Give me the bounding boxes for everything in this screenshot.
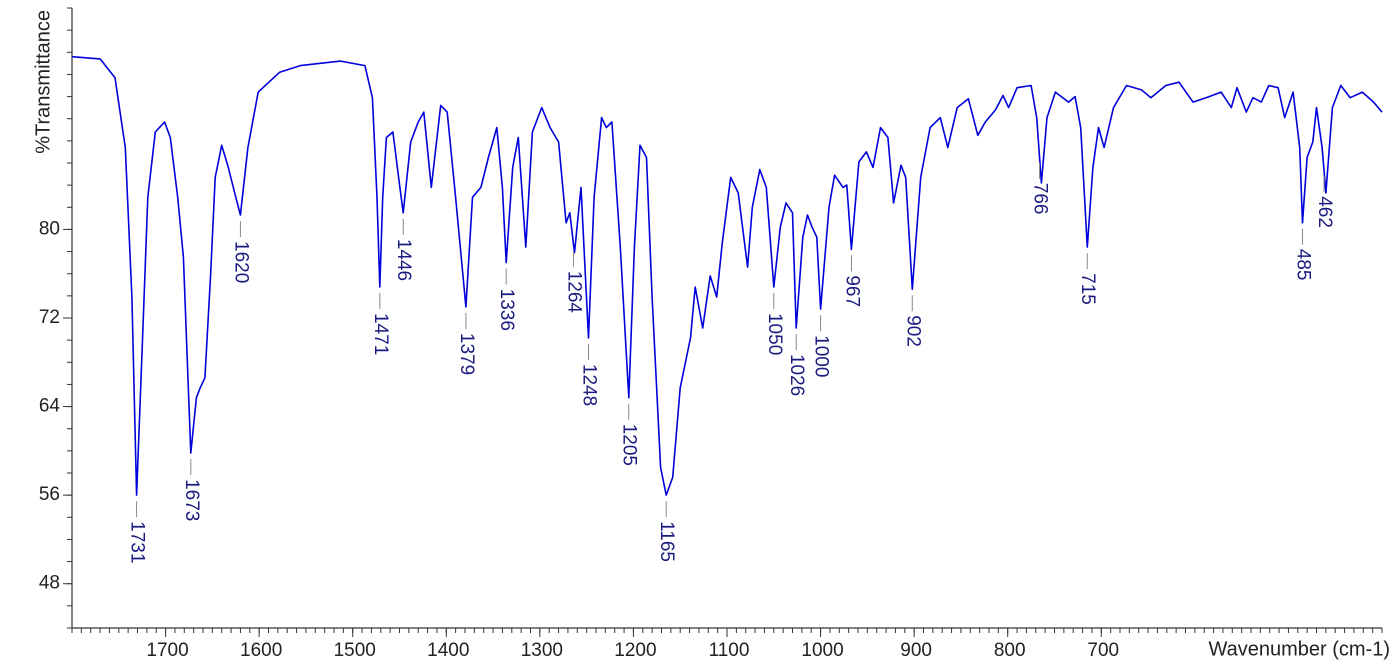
x-tick-label: 1400 — [427, 640, 469, 661]
peak-label: 462 — [1314, 196, 1335, 228]
y-tick-label: 80 — [39, 218, 60, 239]
x-tick-label: 1500 — [334, 640, 376, 661]
peak-label: 967 — [841, 275, 862, 307]
peak-label: 1050 — [764, 313, 785, 355]
peak-label: 766 — [1030, 183, 1051, 215]
peak-label: 1731 — [127, 521, 148, 563]
peak-label: 1379 — [456, 333, 477, 375]
x-tick-label: 1600 — [240, 640, 282, 661]
x-tick-label: 1300 — [521, 640, 563, 661]
x-tick-label: 1700 — [146, 640, 188, 661]
x-tick-label: 800 — [994, 640, 1026, 661]
x-axis-label: Wavenumber (cm-1) — [1208, 638, 1390, 660]
x-tick-label: 700 — [1087, 640, 1119, 661]
peak-label: 1248 — [578, 364, 599, 406]
y-tick-label: 56 — [39, 484, 60, 505]
peak-label: 1446 — [393, 239, 414, 281]
peak-label: 1264 — [564, 271, 585, 314]
x-tick-label: 1100 — [709, 640, 750, 661]
spectrum-line — [71, 55, 1383, 496]
peak-label: 1165 — [656, 521, 677, 562]
peak-label: 1620 — [230, 241, 251, 283]
y-tick-label: 72 — [39, 307, 60, 328]
peak-label: 1471 — [370, 313, 391, 355]
peak-label: 485 — [1292, 249, 1313, 281]
y-axis-label: %Transmittance — [32, 10, 54, 154]
x-tick-label: 1200 — [614, 640, 656, 661]
x-tick-label: 900 — [900, 640, 932, 661]
y-tick-label: 64 — [39, 396, 61, 417]
peak-label: 1336 — [496, 289, 517, 331]
peak-label: 902 — [902, 315, 923, 347]
peak-label: 1000 — [811, 335, 832, 377]
peak-label: 1673 — [181, 479, 202, 521]
peak-label: 1205 — [619, 424, 640, 466]
x-tick-label: 1000 — [801, 640, 843, 661]
peak-label: 715 — [1077, 273, 1098, 305]
peak-label: 1026 — [786, 354, 807, 396]
y-tick-label: 48 — [39, 573, 60, 594]
